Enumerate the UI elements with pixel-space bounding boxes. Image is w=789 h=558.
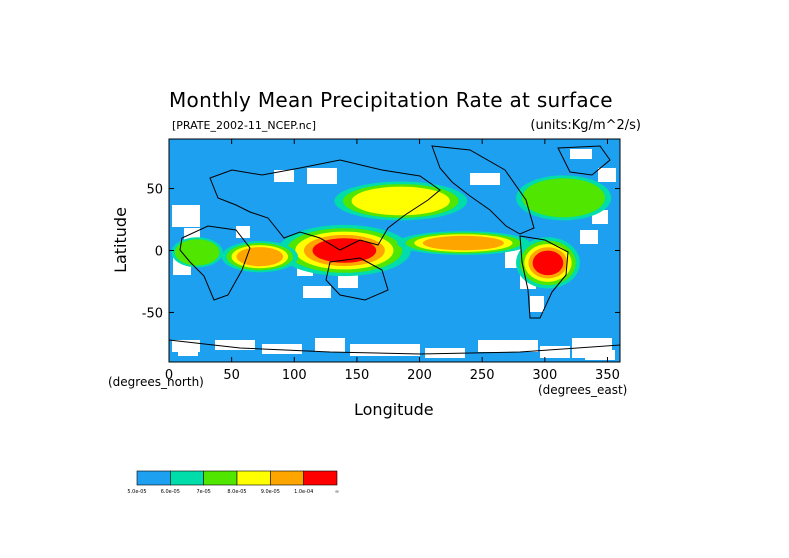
colorbar-label: 9.0e-05	[261, 489, 280, 495]
no-data-cell	[540, 346, 570, 358]
colorbar-swatch	[170, 470, 204, 486]
no-data-cell	[303, 286, 331, 298]
colorbar-swatch	[236, 470, 271, 486]
x-tick-label: 100	[282, 368, 307, 383]
no-data-cell	[262, 344, 302, 354]
plot-area	[168, 139, 621, 363]
colorbar-swatch	[136, 470, 171, 486]
precip-region-5	[312, 238, 377, 263]
coastline	[179, 225, 251, 301]
colorbar-label: ∞	[335, 489, 339, 495]
colorbar-label: 8.0e-05	[227, 489, 246, 495]
x-tick-label: 300	[532, 368, 557, 383]
y-unit-label: (degrees_north)	[108, 375, 204, 389]
y-tick-label: 0	[155, 245, 163, 260]
colorbar-label: 6.0e-05	[161, 489, 180, 495]
x-tick-label: 0	[165, 368, 173, 383]
x-tick-label: 200	[407, 368, 432, 383]
no-data-cell	[570, 149, 592, 159]
coastline	[209, 159, 441, 251]
units-label: (units:Kg/m^2/s)	[530, 118, 641, 133]
no-data-cell	[585, 350, 615, 360]
x-tick-label: 250	[470, 368, 495, 383]
y-tick-label: 50	[146, 183, 163, 198]
coastline	[325, 257, 389, 301]
precip-region-2	[174, 239, 220, 266]
x-tick-label: 150	[345, 368, 370, 383]
colorbar: 5.0e-05 6.0e-05 7e-05 8.0e-05 9.0e-05 1.0e-04…	[127, 470, 339, 495]
source-file-label: [PRATE_2002-11_NCEP.nc]	[172, 119, 317, 132]
chart-title: Monthly Mean Precipitation Rate at surfa…	[169, 88, 613, 112]
coastline	[557, 145, 611, 176]
no-data-cell	[307, 168, 337, 184]
no-data-cell	[530, 296, 544, 312]
precip-region-2	[522, 178, 606, 218]
no-data-cell	[598, 168, 616, 182]
no-data-cell	[478, 340, 538, 352]
y-tick-label: -50	[142, 306, 163, 321]
x-tick-label: 350	[595, 368, 620, 383]
no-data-cell	[215, 340, 255, 350]
no-data-cell	[315, 338, 345, 352]
coastline	[519, 235, 569, 319]
x-unit-label: (degrees_east)	[538, 383, 628, 397]
no-data-cell	[178, 346, 198, 356]
no-data-cell	[470, 173, 500, 185]
no-data-cell	[580, 230, 598, 244]
colorbar-swatch	[303, 470, 338, 486]
colorbar-label: 7e-05	[196, 489, 210, 495]
colorbar-label: 5.0e-05	[127, 489, 146, 495]
precip-region-5	[532, 250, 564, 276]
colorbar-label: 1.0e-04	[294, 489, 313, 495]
x-tick-label: 50	[223, 368, 240, 383]
colorbar-swatch	[270, 470, 304, 486]
x-axis-label: Longitude	[354, 400, 434, 419]
no-data-cell	[274, 170, 294, 182]
coastline	[431, 145, 535, 235]
no-data-cell	[172, 205, 200, 227]
precip-region-4	[236, 247, 284, 267]
precip-region-3	[351, 186, 450, 216]
axes: 0 50 100 150 200 250 300 350 50 0 -50	[142, 138, 621, 383]
precip-region-4	[422, 235, 504, 251]
colorbar-swatch	[203, 470, 238, 486]
